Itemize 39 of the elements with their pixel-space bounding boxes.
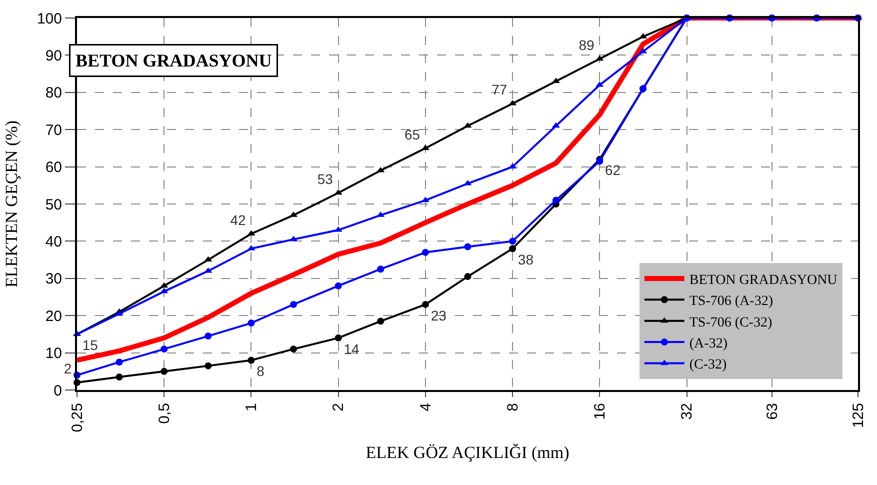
- y-tick-label: 80: [45, 84, 62, 102]
- legend-label: TS-706 (C-32): [689, 315, 773, 330]
- y-tick-label: 70: [45, 122, 62, 139]
- legend-label: TS-706 (A-32): [689, 294, 774, 310]
- x-tick-label: 0,5: [156, 403, 173, 424]
- y-tick-label: 30: [45, 270, 62, 288]
- data-label: 62: [605, 162, 621, 178]
- data-label: 8: [256, 363, 265, 380]
- data-label: 2: [64, 360, 72, 377]
- x-tick-label: 8: [504, 403, 522, 412]
- y-tick-label: 40: [45, 233, 62, 250]
- y-tick-label: 90: [45, 47, 62, 64]
- x-tick-label: 4: [417, 403, 434, 412]
- x-tick-label: 32: [678, 403, 696, 420]
- y-tick-label: 100: [36, 10, 62, 28]
- legend-label: (C-32): [689, 358, 728, 373]
- data-label: 15: [82, 337, 98, 354]
- y-tick-label: 60: [45, 159, 62, 176]
- y-tick-label: 50: [45, 196, 62, 214]
- data-label: 53: [317, 170, 334, 187]
- y-tick-label: 20: [45, 308, 62, 325]
- data-label: 65: [404, 126, 420, 142]
- x-tick-label: 16: [592, 403, 609, 420]
- data-label: 42: [230, 212, 246, 228]
- x-axis-title: ELEK GÖZ AÇIKLIĞI (mm): [366, 443, 570, 462]
- y-tick-label: 10: [45, 345, 62, 362]
- data-label: 89: [578, 37, 594, 54]
- y-axis-title: ELEKTEN GEÇEN (%): [2, 120, 22, 288]
- data-label: 38: [518, 252, 534, 268]
- x-tick-label: 2: [330, 403, 348, 412]
- x-tick-label: 125: [850, 403, 867, 428]
- legend-label: BETON GRADASYONU: [689, 272, 838, 288]
- x-tick-label: 1: [243, 403, 260, 412]
- y-tick-label: 0: [54, 382, 62, 400]
- data-label: 77: [492, 82, 508, 98]
- legend-label: (A-32): [689, 336, 728, 352]
- text: BETON GRADASYONU: [76, 50, 272, 70]
- x-tick-label: 63: [764, 403, 781, 420]
- x-tick-label: 0,25: [68, 403, 86, 432]
